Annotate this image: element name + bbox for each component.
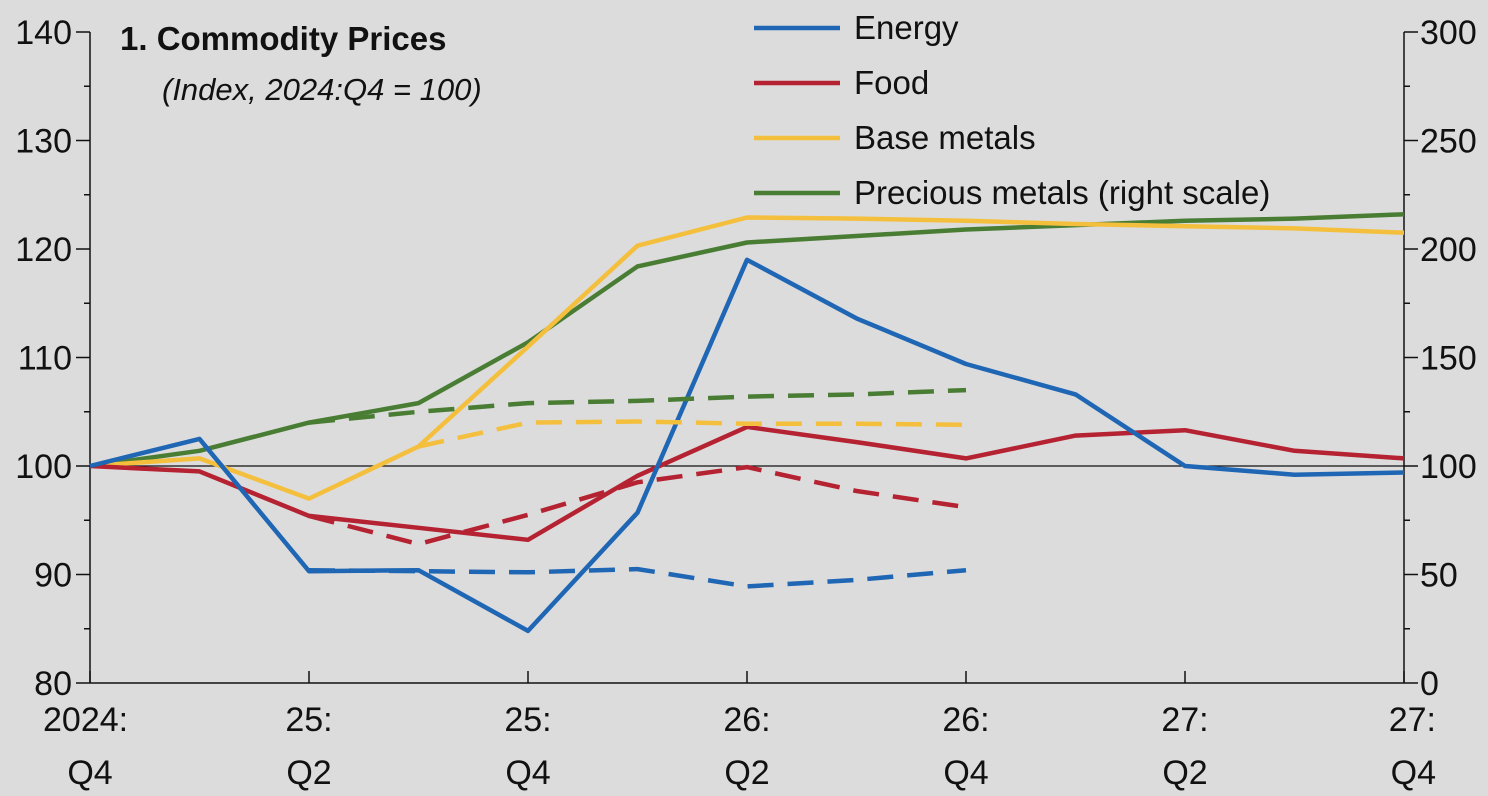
chart-title: 1. Commodity Prices xyxy=(120,20,446,57)
x-axis-tick-label: 26: xyxy=(942,701,989,739)
chart-axes: 80 90 100 110 120 130 140 0 50 100 150 200 250 300 202… xyxy=(15,14,1476,792)
food-line xyxy=(89,424,1405,543)
x-axis-tick-label: 25: xyxy=(285,701,332,739)
right-axis-tick-label: 300 xyxy=(1420,14,1477,52)
left-axis-tick-label: 90 xyxy=(34,557,72,595)
left-axis-tick-label: 140 xyxy=(15,14,72,52)
energy-line xyxy=(89,257,1405,634)
legend-label: Precious metals (right scale) xyxy=(854,174,1270,211)
base-metals-line xyxy=(89,215,1405,501)
x-axis-tick-label: 25: xyxy=(504,701,551,739)
x-axis-tick-label: 27: xyxy=(1161,701,1208,739)
right-axis-tick-label: 200 xyxy=(1420,231,1477,269)
x-axis-tick-label: Q2 xyxy=(286,754,331,792)
right-axis-tick-label: 250 xyxy=(1420,123,1477,161)
left-axis-tick-label: 80 xyxy=(34,665,72,703)
x-axis-tick-label: Q4 xyxy=(67,754,112,792)
left-axis-tick-label: 100 xyxy=(15,448,72,486)
left-axis-tick-label: 120 xyxy=(15,231,72,269)
left-axis-tick-label: 110 xyxy=(18,340,72,378)
left-axis-tick-label: 130 xyxy=(15,123,72,161)
x-axis-tick-label: 26: xyxy=(723,701,770,739)
right-axis-tick-label: 0 xyxy=(1420,665,1439,703)
food-projection-line xyxy=(308,464,967,547)
right-axis-tick-label: 50 xyxy=(1420,557,1458,595)
base-metals-projection-line xyxy=(418,419,967,449)
chart-subtitle: (Index, 2024:Q4 = 100) xyxy=(162,72,482,107)
chart-legend: Energy Food Base metals Precious metals (ri… xyxy=(754,9,1270,211)
x-axis-tick-label: Q4 xyxy=(1391,754,1436,792)
x-axis-tick-label: 27: xyxy=(1389,701,1436,739)
legend-label: Base metals xyxy=(854,119,1036,156)
chart-series xyxy=(89,212,1405,634)
legend-label: Food xyxy=(854,64,929,101)
right-axis-tick-label: 150 xyxy=(1420,340,1477,378)
precious-metals-projection-line xyxy=(308,387,967,425)
x-axis-tick-label: Q4 xyxy=(943,754,988,792)
x-axis-tick-label: Q2 xyxy=(1162,754,1207,792)
x-axis-tick-label: Q2 xyxy=(724,754,769,792)
x-axis-tick-label: 2024: xyxy=(43,701,128,739)
x-axis-tick-label: Q4 xyxy=(505,754,550,792)
legend-label: Energy xyxy=(854,9,959,46)
right-axis-tick-label: 100 xyxy=(1420,448,1477,486)
energy-projection-line xyxy=(308,566,967,589)
